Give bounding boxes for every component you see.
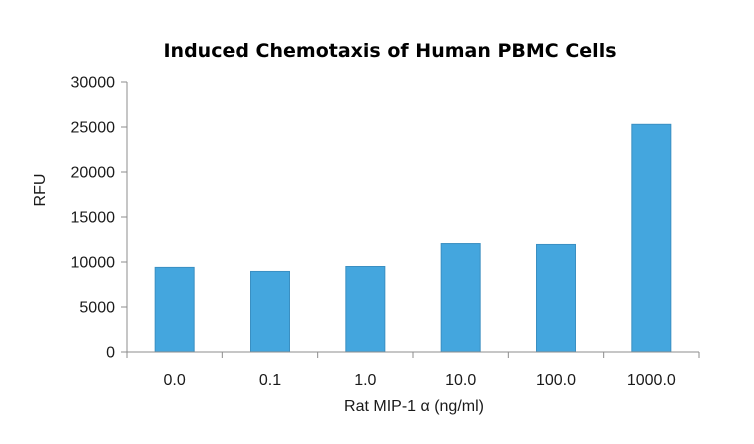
bar-10.0 — [440, 243, 481, 353]
x-tick-label: 100.0 — [536, 372, 576, 389]
x-tick-label: 0.0 — [164, 372, 186, 389]
bar-100.0 — [536, 243, 576, 353]
x-axis: 0.0 0.1 1.0 10.0 100.0 1000.0 — [126, 352, 700, 389]
bar-0.1 — [250, 270, 290, 353]
bar-1000.0 — [631, 123, 672, 353]
y-tick-label: 30000 — [71, 75, 116, 92]
bar-series — [154, 123, 672, 353]
x-tick-label: 0.1 — [259, 372, 281, 389]
x-axis-label: Rat MIP-1 α (ng/ml) — [344, 398, 484, 415]
x-tick-label: 1.0 — [354, 372, 376, 389]
x-tick-label: 1000.0 — [627, 372, 676, 389]
x-tick-label: 10.0 — [445, 372, 476, 389]
bar-1.0 — [345, 266, 386, 353]
y-tick-label: 25000 — [71, 120, 116, 137]
y-tick-label: 0 — [106, 345, 115, 362]
y-tick-label: 20000 — [71, 165, 116, 182]
y-tick-label: 5000 — [79, 300, 115, 317]
y-tick-label: 15000 — [71, 210, 116, 227]
chart-title: Induced Chemotaxis of Human PBMC Cells — [163, 40, 616, 62]
bar-0.0 — [154, 266, 195, 353]
y-axis: 0 5000 10000 15000 20000 25000 30000 — [71, 75, 127, 362]
y-tick-label: 10000 — [71, 255, 116, 272]
y-axis-label: RFU — [32, 174, 49, 207]
